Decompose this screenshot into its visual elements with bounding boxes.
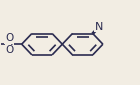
Text: O: O: [5, 45, 13, 55]
Text: S: S: [6, 39, 13, 49]
Text: O: O: [5, 33, 13, 43]
Text: N: N: [95, 22, 103, 32]
